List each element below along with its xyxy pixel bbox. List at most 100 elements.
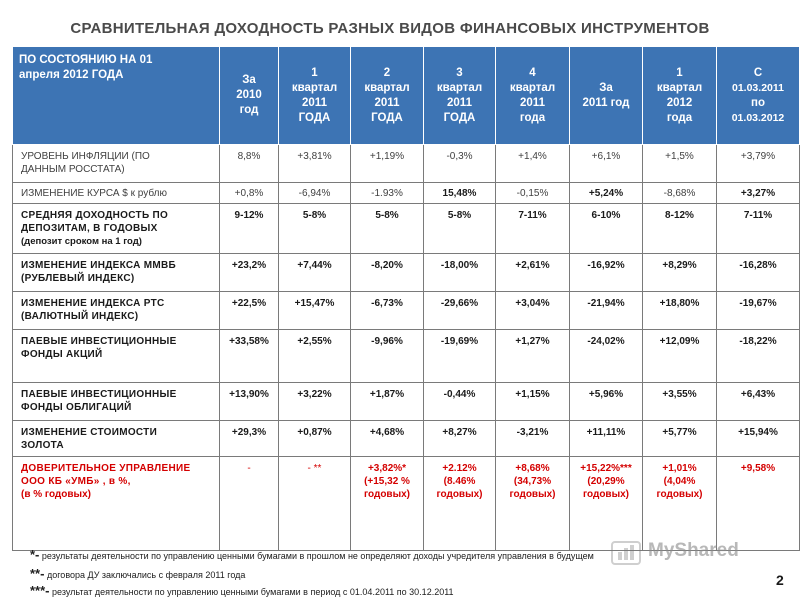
value-cell: 7-11%: [495, 203, 570, 254]
watermark-text: MyShared: [648, 540, 739, 561]
value-cell: -: [219, 456, 279, 551]
value-cell: -29,66%: [423, 291, 496, 330]
header-line: 2011: [447, 96, 472, 109]
header-line: За: [242, 74, 256, 86]
value-cell: -8,20%: [350, 253, 424, 292]
returns-table: ПО СОСТОЯНИЮ НА 01 апреля 2012 ГОДА За 2…: [12, 46, 800, 551]
value-line: - **: [307, 463, 322, 474]
footnote-mark: **-: [30, 566, 45, 581]
footnote-text: договора ДУ заключались с февраля 2011 г…: [46, 570, 246, 580]
header-line: года: [519, 111, 546, 124]
value-cell: +9,58%: [716, 456, 800, 551]
value-cell: +7,44%: [278, 253, 351, 292]
header-line: квартал: [364, 81, 410, 94]
row-label-line: ИЗМЕНЕНИЕ КУРСА $ к рублю: [21, 188, 167, 199]
header-period-cell: За 2010 год: [219, 46, 279, 145]
value-cell: +3,22%: [278, 382, 351, 421]
header-line: ГОДА: [371, 111, 403, 124]
row-label: ИЗМЕНЕНИЕ СТОИМОСТИ ЗОЛОТА: [12, 420, 220, 457]
value-cell: -18,22%: [716, 329, 800, 383]
value-cell: -19,69%: [423, 329, 496, 383]
header-line: квартал: [656, 81, 703, 94]
value-cell: +2.12% (8.46% годовых): [423, 456, 496, 551]
value-cell: - **: [278, 456, 351, 551]
header-period-cell: 1 квартал 2012 года: [642, 46, 717, 145]
header-line: 01.03.2012: [731, 111, 785, 124]
value-cell: +1,27%: [495, 329, 570, 383]
value-cell: 5-8%: [350, 203, 424, 254]
row-label-line: ДАННЫМ РОССТАТА): [21, 164, 125, 175]
header-period-cell: За 2011 год: [569, 46, 643, 145]
header-period-cell: 3 квартал 2011 ГОДА: [423, 46, 496, 145]
value-cell: -1.93%: [350, 182, 424, 204]
value-cell: +6,43%: [716, 382, 800, 421]
row-label-line: (ВАЛЮТНЫЙ ИНДЕКС): [21, 311, 139, 322]
value-cell: +5,96%: [569, 382, 643, 421]
value-cell: -3,21%: [495, 420, 570, 457]
page-number: 2: [776, 572, 784, 588]
value-cell: +1,19%: [350, 144, 424, 183]
header-line: 2010: [236, 89, 262, 101]
value-cell: -0,3%: [423, 144, 496, 183]
footnote: ***- результат деятельности по управлени…: [30, 583, 454, 598]
value-cell: +29,3%: [219, 420, 279, 457]
footnote: **- договора ДУ заключались с февраля 20…: [30, 566, 245, 581]
header-line: ГОДА: [298, 111, 331, 124]
header-line: 2011: [374, 96, 400, 109]
value-cell: +8,29%: [642, 253, 717, 292]
value-cell: +2,61%: [495, 253, 570, 292]
value-cell: 5-8%: [423, 203, 496, 254]
value-line: +9,58%: [740, 463, 776, 474]
value-cell: +15,47%: [278, 291, 351, 330]
value-cell: +1,15%: [495, 382, 570, 421]
header-line: квартал: [436, 81, 483, 94]
header-line: 2011: [520, 96, 545, 109]
value-line: +3,82%*: [367, 463, 407, 474]
value-cell: 8-12%: [642, 203, 717, 254]
value-cell: +22,5%: [219, 291, 279, 330]
table-row: ДОВЕРИТЕЛЬНОЕ УПРАВЛЕНИЕ ООО КБ «УМБ» , …: [12, 456, 800, 551]
table-row: УРОВЕНЬ ИНФЛЯЦИИ (ПО ДАННЫМ РОССТАТА) 8,…: [12, 144, 800, 183]
value-cell: 9-12%: [219, 203, 279, 254]
value-cell: -19,67%: [716, 291, 800, 330]
row-label: ПАЕВЫЕ ИНВЕСТИЦИОННЫЕ ФОНДЫ ОБЛИГАЦИЙ: [12, 382, 220, 421]
header-line: С: [753, 66, 763, 79]
table-row: ИЗМЕНЕНИЕ СТОИМОСТИ ЗОЛОТА +29,3% +0,87%…: [12, 420, 800, 457]
header-line: 2: [383, 66, 391, 79]
value-cell: +0,87%: [278, 420, 351, 457]
header-line: 1: [311, 66, 318, 79]
value-line: (4,04%: [663, 476, 696, 487]
value-cell: -0,44%: [423, 382, 496, 421]
header-line: 2011: [302, 96, 327, 109]
header-line: квартал: [509, 81, 556, 94]
value-cell: +4,68%: [350, 420, 424, 457]
row-label-line: (РУБЛЕВЫЙ ИНДЕКС): [21, 273, 135, 284]
footnote-text: результаты деятельности по управлению це…: [41, 551, 594, 561]
value-cell: +3,79%: [716, 144, 800, 183]
value-line: годовых): [436, 489, 483, 500]
table-row: ПАЕВЫЕ ИНВЕСТИЦИОННЫЕ ФОНДЫ ОБЛИГАЦИЙ +1…: [12, 382, 800, 421]
table-row: ИЗМЕНЕНИЕ ИНДЕКСА ММВБ (РУБЛЕВЫЙ ИНДЕКС)…: [12, 253, 800, 292]
table-row: ИЗМЕНЕНИЕ КУРСА $ к рублю +0,8% -6,94% -…: [12, 182, 800, 204]
header-line: 01.03.2011: [732, 81, 784, 94]
header-line: 3: [456, 66, 463, 79]
value-cell: -21,94%: [569, 291, 643, 330]
header-period-cell: С 01.03.2011 по 01.03.2012: [716, 46, 800, 145]
value-cell: +3,82%* (+15,32 % годовых): [350, 456, 424, 551]
header-line: 2011 год: [582, 96, 630, 109]
value-cell: +1,87%: [350, 382, 424, 421]
value-line: +2.12%: [442, 463, 477, 474]
header-line: ПО СОСТОЯНИЮ НА 01: [19, 54, 153, 66]
value-cell: +3,81%: [278, 144, 351, 183]
value-line: (20,29%: [587, 476, 625, 487]
value-cell: +13,90%: [219, 382, 279, 421]
row-label: ДОВЕРИТЕЛЬНОЕ УПРАВЛЕНИЕ ООО КБ «УМБ» , …: [12, 456, 220, 551]
value-line: +15,22%***: [580, 463, 632, 474]
header-line: 4: [529, 66, 536, 79]
value-cell: +1,4%: [495, 144, 570, 183]
value-cell: +18,80%: [642, 291, 717, 330]
value-cell: -24,02%: [569, 329, 643, 383]
header-line: 2012: [666, 96, 693, 109]
header-period-cell: 4 квартал 2011 года: [495, 46, 570, 145]
value-line: годовых): [363, 489, 411, 500]
